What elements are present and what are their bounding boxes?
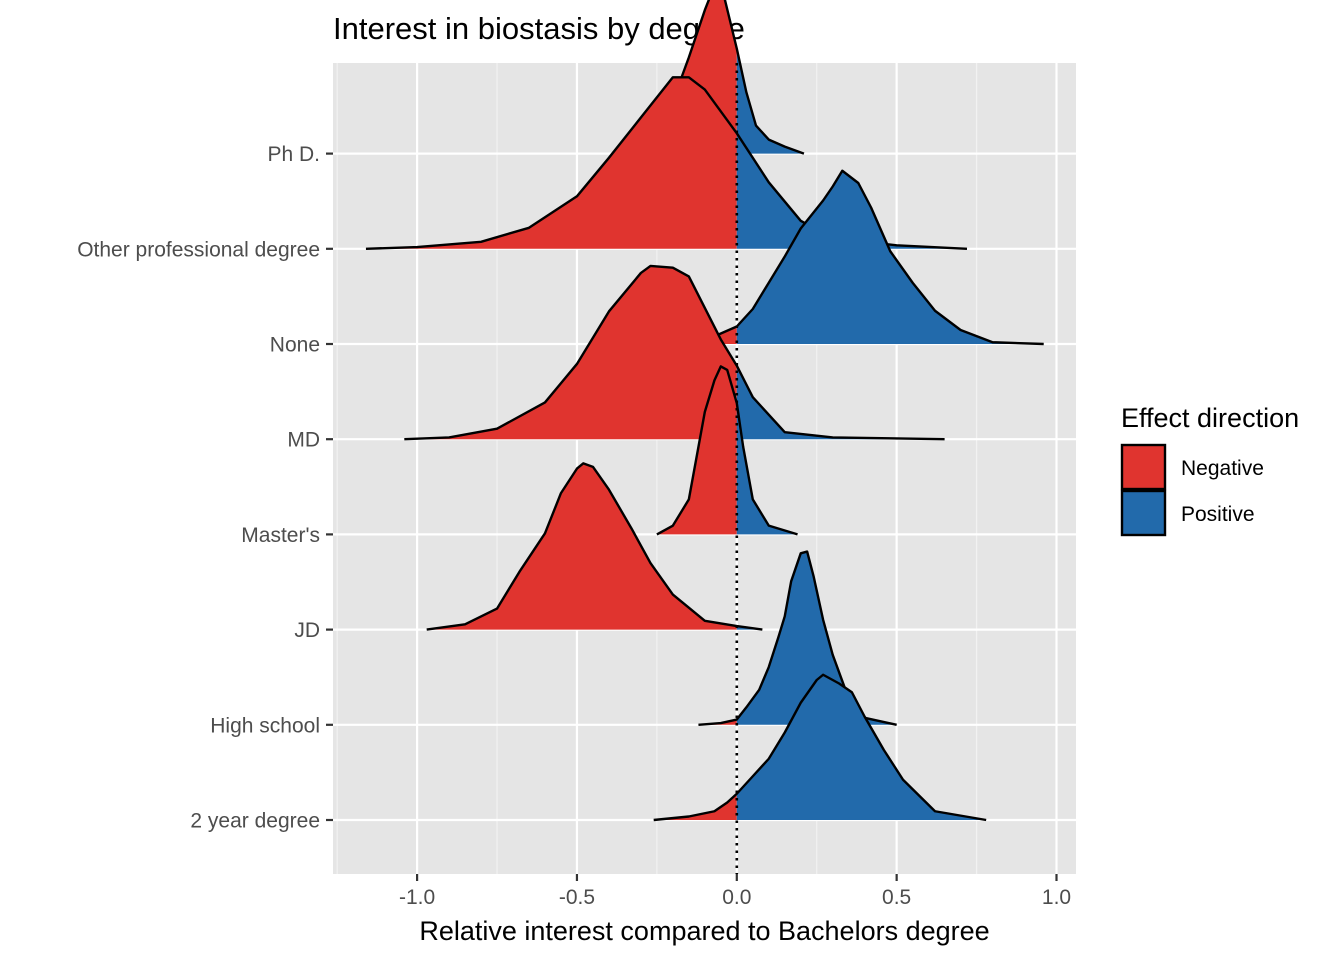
ridge-group bbox=[426, 462, 763, 631]
ridge-positive bbox=[736, 674, 987, 820]
y-tick-label: None bbox=[270, 334, 320, 357]
ridge-positive bbox=[736, 551, 897, 725]
ridge-outline bbox=[698, 550, 897, 726]
ridge-negative bbox=[698, 719, 737, 725]
ridge-negative bbox=[653, 793, 737, 820]
ridge-negative bbox=[426, 463, 737, 630]
legend-key bbox=[1120, 489, 1167, 537]
ridge-negative bbox=[365, 77, 737, 249]
y-tick-label: High school bbox=[210, 714, 320, 737]
ridge-outline bbox=[656, 365, 798, 536]
ridge-group bbox=[404, 264, 945, 441]
x-tick-label: 0.5 bbox=[882, 886, 911, 909]
legend-title: Effect direction bbox=[1121, 403, 1299, 433]
ridge-outline bbox=[653, 673, 987, 822]
x-axis: -1.0 -0.5 0.0 0.5 1.0 bbox=[399, 874, 1071, 909]
ridge-negative bbox=[656, 366, 737, 535]
chart-title: Interest in biostasis by degree bbox=[333, 11, 745, 46]
ridge-group bbox=[656, 365, 798, 536]
legend: Effect direction Negative Positive bbox=[1120, 403, 1299, 537]
legend-label: Negative bbox=[1181, 457, 1264, 480]
ridge-positive bbox=[736, 403, 798, 535]
ridge-group bbox=[698, 550, 897, 726]
ridge-outline bbox=[404, 264, 945, 441]
ridge-group bbox=[653, 673, 987, 822]
y-tick-label: JD bbox=[294, 619, 320, 642]
legend-entries: Negative Positive bbox=[1120, 443, 1264, 537]
x-tick-label: -0.5 bbox=[559, 886, 595, 909]
y-tick-label: Ph D. bbox=[267, 143, 320, 166]
ridge-negative bbox=[404, 265, 737, 440]
x-tick-label: -1.0 bbox=[399, 886, 435, 909]
ridge-positive bbox=[736, 48, 804, 154]
y-tick-label: Master's bbox=[241, 524, 320, 547]
ridge-positive bbox=[736, 365, 945, 440]
x-tick-label: 0.0 bbox=[722, 886, 751, 909]
y-tick-label: MD bbox=[287, 429, 320, 452]
legend-label: Positive bbox=[1181, 503, 1255, 526]
x-tick-label: 1.0 bbox=[1042, 886, 1071, 909]
y-axis: 2 year degree High school JD Master's MD None… bbox=[77, 143, 333, 833]
y-tick-label: Other professional degree bbox=[77, 238, 320, 261]
ridge-positive bbox=[736, 133, 967, 249]
ridge-outline bbox=[640, 169, 1044, 346]
ridge-outline bbox=[426, 462, 763, 631]
legend-key bbox=[1120, 443, 1167, 491]
x-axis-title: Relative interest compared to Bachelors … bbox=[419, 916, 989, 946]
y-tick-label: 2 year degree bbox=[190, 810, 320, 833]
ridges bbox=[365, 0, 1044, 822]
